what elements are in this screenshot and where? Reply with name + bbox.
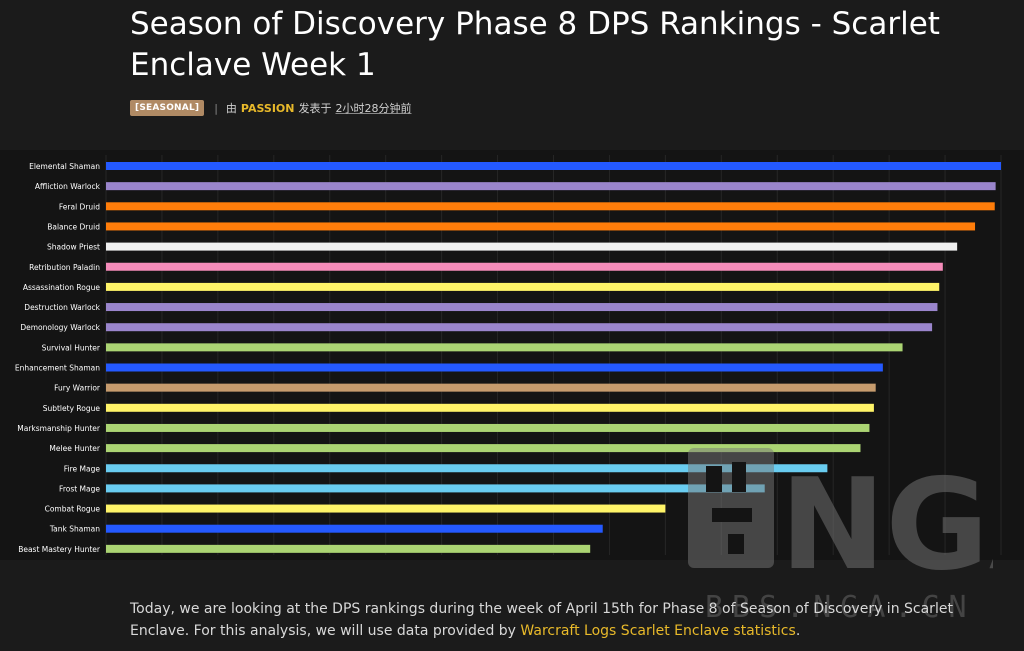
bar-frost-mage (106, 484, 765, 493)
category-label: Marksmanship Hunter (17, 424, 101, 433)
category-label: Feral Druid (59, 202, 100, 211)
watermark-logo-text: NGA (780, 451, 993, 573)
category-label: Survival Hunter (42, 343, 101, 352)
bar-assassination-rogue (106, 282, 940, 291)
category-label: Demonology Warlock (20, 323, 100, 332)
watermark-text: BBS.NGA.CN (705, 590, 976, 625)
category-tag[interactable]: [SEASONAL] (130, 100, 205, 116)
intro-end: . (795, 623, 801, 639)
bar-enhancement-shaman (106, 363, 883, 372)
bar-subtlety-rogue (106, 403, 874, 412)
bar-melee-hunter (106, 444, 861, 453)
bar-fire-mage (106, 464, 828, 473)
bar-marksmanship-hunter (106, 423, 870, 432)
dps-chart-panel: Elemental Shaman Affliction Warlock Feral … (0, 150, 1024, 560)
bar-balance-druid (106, 222, 976, 231)
category-label: Elemental Shaman (29, 162, 100, 171)
category-label: Affliction Warlock (35, 182, 101, 191)
post-time: 2小时28分钟前 (335, 102, 412, 115)
category-label: Frost Mage (59, 484, 100, 493)
bar-shadow-priest (106, 242, 958, 251)
category-label: Tank Shaman (49, 525, 100, 534)
bar-feral-druid (106, 202, 995, 211)
by-label: 由 (225, 102, 237, 115)
article-title: Season of Discovery Phase 8 DPS Rankings… (130, 6, 940, 83)
bar-demonology-warlock (106, 323, 933, 332)
category-label: Assassination Rogue (23, 283, 101, 292)
meta-separator: | (214, 101, 218, 115)
nga-watermark-logo: NGA (688, 448, 993, 573)
category-label: Destruction Warlock (24, 303, 100, 312)
bar-affliction-warlock (106, 182, 996, 191)
article-meta: [SEASONAL] | 由 PASSION 发表于 2小时28分钟前 (130, 100, 411, 116)
category-label: Fire Mage (64, 464, 101, 473)
bar-retribution-paladin (106, 262, 943, 271)
category-label: Beast Mastery Hunter (18, 545, 101, 554)
category-label: Balance Druid (47, 222, 100, 231)
bar-tank-shaman (106, 524, 603, 533)
intro-text: Today, we are looking at the DPS ranking… (130, 601, 953, 639)
bar-fury-warrior (106, 383, 876, 392)
category-label: Fury Warrior (54, 384, 101, 393)
warcraft-logs-link[interactable]: Warcraft Logs Scarlet Enclave statistics (520, 623, 796, 639)
bar-beast-mastery-hunter (106, 544, 591, 553)
category-label: Subtlety Rogue (43, 404, 101, 413)
bar-survival-hunter (106, 343, 903, 352)
dps-bar-chart: Elemental Shaman Affliction Warlock Feral … (15, 155, 1002, 555)
bar-elemental-shaman (106, 162, 1001, 170)
category-label: Melee Hunter (49, 444, 100, 453)
category-label: Enhancement Shaman (15, 364, 100, 373)
category-label: Combat Rogue (45, 505, 101, 514)
intro-paragraph: Today, we are looking at the DPS ranking… (130, 598, 990, 642)
category-label: Shadow Priest (47, 243, 100, 252)
bar-combat-rogue (106, 504, 666, 513)
category-label: Retribution Paladin (29, 263, 100, 272)
bar-destruction-warlock (106, 303, 938, 312)
author-link[interactable]: PASSION (240, 101, 295, 115)
posted-label: 发表于 (298, 102, 332, 115)
